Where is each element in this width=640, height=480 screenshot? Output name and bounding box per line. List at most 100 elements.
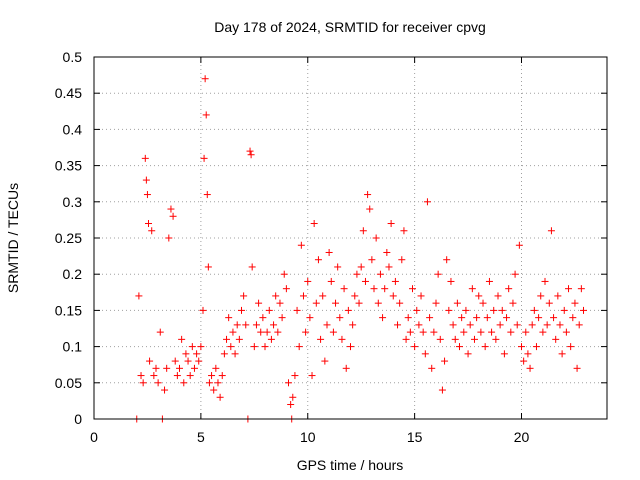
data-points-layer	[133, 75, 587, 423]
data-point	[443, 256, 451, 264]
data-point	[310, 220, 318, 228]
data-point	[488, 328, 496, 336]
data-point	[562, 328, 570, 336]
data-point	[210, 386, 218, 394]
data-point	[276, 299, 284, 307]
data-point	[421, 350, 429, 358]
y-tick-label: 0.5	[63, 49, 83, 65]
data-point	[492, 335, 500, 343]
data-point	[473, 314, 481, 322]
data-point	[387, 220, 395, 228]
data-point	[376, 270, 384, 278]
data-point	[135, 292, 143, 300]
data-point	[565, 285, 573, 293]
data-point	[579, 306, 587, 314]
data-point	[494, 292, 502, 300]
data-point	[545, 299, 553, 307]
data-point	[240, 292, 248, 300]
y-tick-label: 0.35	[55, 158, 82, 174]
data-point	[515, 241, 523, 249]
data-point	[208, 372, 216, 380]
data-point	[188, 343, 196, 351]
data-point	[402, 335, 410, 343]
y-tick-label: 0.05	[55, 375, 82, 391]
data-point	[361, 277, 369, 285]
data-point	[436, 335, 444, 343]
data-point	[535, 314, 543, 322]
data-point	[537, 292, 545, 300]
x-tick-label: 20	[514, 429, 530, 445]
data-point	[297, 241, 305, 249]
data-point	[379, 314, 387, 322]
data-point	[295, 343, 303, 351]
data-point	[347, 343, 354, 351]
y-tick-label: 0	[74, 411, 82, 427]
data-point	[543, 321, 551, 329]
data-point	[554, 292, 562, 300]
data-point	[460, 328, 468, 336]
data-point	[280, 270, 288, 278]
data-point	[404, 314, 412, 322]
data-point	[321, 357, 329, 365]
ticks-layer: 0 0.05 0.1 0.15 0.2 0.25 0.3 0.35 0.4 0.45 0.5 0 5 10…	[55, 49, 607, 445]
data-point	[220, 350, 228, 358]
x-tick-label: 15	[407, 429, 423, 445]
data-point	[274, 328, 282, 336]
data-point	[214, 379, 222, 387]
data-point	[142, 176, 150, 184]
data-point	[428, 364, 436, 372]
data-point	[447, 277, 455, 285]
data-point	[178, 335, 186, 343]
data-point	[458, 314, 466, 322]
y-tick-label: 0.45	[55, 85, 82, 101]
y-tick-label: 0.15	[55, 302, 82, 318]
y-tick-label: 0.25	[55, 230, 82, 246]
data-point	[430, 328, 438, 336]
data-point	[541, 277, 549, 285]
data-point	[372, 234, 380, 242]
data-point	[267, 335, 275, 343]
data-point	[323, 321, 331, 329]
data-point	[216, 393, 224, 401]
data-point	[146, 357, 154, 365]
data-point	[259, 314, 267, 322]
data-point	[539, 328, 547, 336]
data-point	[503, 314, 511, 322]
data-point	[526, 364, 534, 372]
data-point	[524, 350, 532, 358]
data-point	[552, 335, 560, 343]
data-point	[314, 256, 322, 264]
data-point	[145, 220, 153, 228]
data-point	[496, 321, 504, 329]
data-point	[434, 270, 442, 278]
data-point	[272, 292, 280, 300]
data-point	[368, 256, 376, 264]
data-point	[200, 154, 208, 162]
data-point	[389, 292, 397, 300]
data-point	[304, 277, 312, 285]
data-point	[550, 314, 558, 322]
data-point	[505, 285, 513, 293]
data-point	[308, 372, 316, 380]
data-point	[400, 227, 408, 235]
data-point	[500, 350, 508, 358]
data-point	[456, 343, 464, 351]
data-point	[334, 263, 342, 271]
data-point	[287, 401, 295, 409]
y-tick-label: 0.4	[63, 121, 83, 137]
data-point	[173, 372, 181, 380]
data-point	[577, 285, 585, 293]
data-point	[150, 372, 158, 380]
data-point	[394, 321, 402, 329]
data-point	[285, 379, 293, 387]
data-point	[329, 328, 337, 336]
data-point	[141, 154, 149, 162]
data-point	[349, 321, 357, 329]
data-point	[247, 151, 255, 159]
data-point	[468, 285, 476, 293]
data-point	[567, 343, 575, 351]
data-point	[426, 314, 434, 322]
data-point	[205, 379, 213, 387]
